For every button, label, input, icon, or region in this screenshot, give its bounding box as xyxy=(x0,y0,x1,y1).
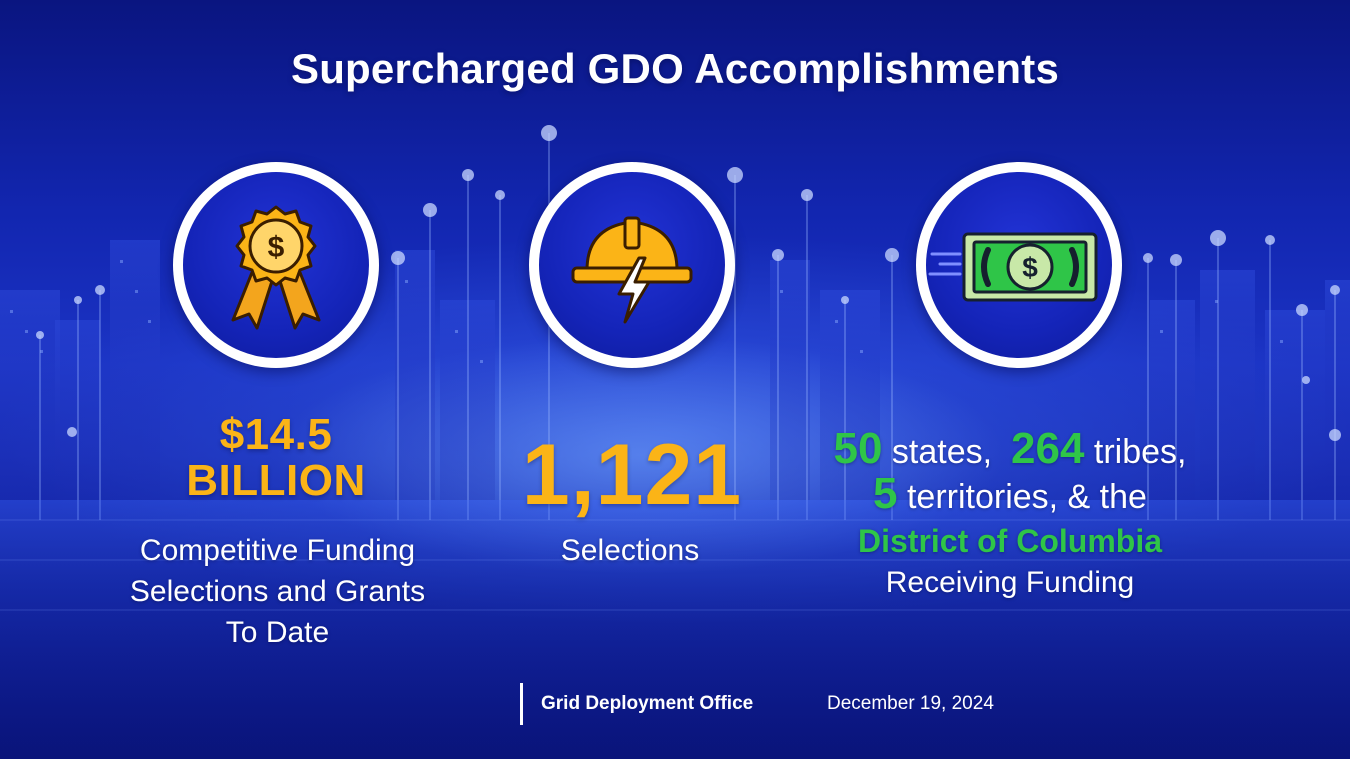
selections-label: Selections xyxy=(560,534,700,567)
states-count: 50 xyxy=(833,424,883,473)
district-label: District of Columbia xyxy=(857,523,1162,559)
dollar-bill-icon: $ xyxy=(928,232,1098,302)
funding-description-line: To Date xyxy=(225,616,330,649)
territories-label: territories, & the xyxy=(906,478,1147,516)
receiving-funding-label: Receiving Funding xyxy=(885,566,1135,599)
funding-description-line: Competitive Funding xyxy=(139,534,416,567)
funding-amount-number: $14.5 xyxy=(219,410,333,459)
award-badge: $ xyxy=(173,162,379,368)
tribes-count: 264 xyxy=(1011,424,1085,473)
funding-description-line: Selections and Grants xyxy=(129,575,426,608)
states-label: states, xyxy=(891,433,993,471)
coverage-line-1: 50 states, 264 tribes, xyxy=(790,425,1230,476)
coverage-line-3: District of Columbia xyxy=(790,517,1230,565)
coverage-stat: 50 states, 264 tribes, 5 territories, & … xyxy=(790,425,1230,607)
tribes-label: tribes, xyxy=(1093,433,1187,471)
funding-description: Competitive Funding Selections and Grant… xyxy=(90,530,465,653)
coverage-line-2: 5 territories, & the xyxy=(790,470,1230,521)
footer-organization: Grid Deployment Office xyxy=(541,693,754,714)
hard-hat-badge xyxy=(529,162,735,368)
award-ribbon-dollar-icon: $ xyxy=(231,205,321,330)
funding-amount-unit: BILLION xyxy=(186,456,366,505)
footer-date: December 19, 2024 xyxy=(827,693,994,714)
territories-count: 5 xyxy=(873,469,898,518)
svg-text:$: $ xyxy=(1022,252,1038,283)
svg-text:$: $ xyxy=(268,231,285,264)
slide-title: Supercharged GDO Accomplishments xyxy=(290,45,1060,92)
hard-hat-lightning-icon xyxy=(571,216,693,324)
footer-divider xyxy=(520,683,523,725)
funding-amount: $14.5 BILLION xyxy=(130,412,422,504)
dollar-bill-badge: $ xyxy=(916,162,1122,368)
selections-count: 1,121 xyxy=(521,427,743,523)
